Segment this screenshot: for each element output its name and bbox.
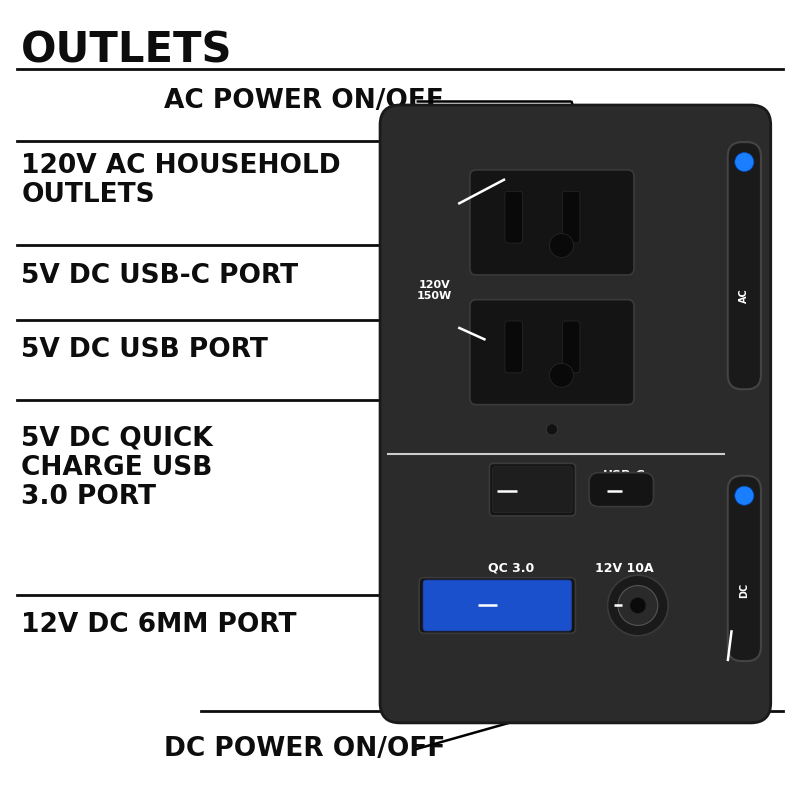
- Text: QC 3.0: QC 3.0: [488, 562, 534, 575]
- FancyBboxPatch shape: [423, 580, 571, 631]
- FancyBboxPatch shape: [505, 191, 522, 243]
- FancyBboxPatch shape: [493, 466, 572, 513]
- Circle shape: [550, 363, 574, 387]
- FancyBboxPatch shape: [470, 170, 634, 275]
- Text: DC: DC: [739, 583, 750, 598]
- Text: DC POWER ON/OFF: DC POWER ON/OFF: [164, 736, 445, 762]
- Circle shape: [546, 424, 558, 435]
- Text: 12V DC 6MM PORT: 12V DC 6MM PORT: [22, 612, 297, 638]
- Circle shape: [630, 598, 646, 614]
- FancyBboxPatch shape: [728, 476, 761, 661]
- Text: AC POWER ON/OFF: AC POWER ON/OFF: [164, 88, 444, 114]
- Text: 5V DC USB PORT: 5V DC USB PORT: [22, 337, 268, 362]
- Text: 120V AC HOUSEHOLD
OUTLETS: 120V AC HOUSEHOLD OUTLETS: [22, 154, 341, 208]
- FancyBboxPatch shape: [380, 105, 770, 723]
- Circle shape: [734, 153, 754, 171]
- Text: 5V DC QUICK
CHARGE USB
3.0 PORT: 5V DC QUICK CHARGE USB 3.0 PORT: [22, 426, 213, 510]
- Text: 5V DC USB-C PORT: 5V DC USB-C PORT: [22, 263, 298, 290]
- FancyBboxPatch shape: [490, 463, 575, 516]
- FancyBboxPatch shape: [562, 321, 580, 373]
- FancyBboxPatch shape: [589, 473, 654, 506]
- Circle shape: [618, 586, 658, 626]
- Text: USB: USB: [497, 470, 525, 482]
- FancyBboxPatch shape: [728, 142, 761, 390]
- FancyBboxPatch shape: [562, 191, 580, 243]
- Text: USB-C: USB-C: [603, 470, 646, 482]
- Circle shape: [550, 234, 574, 258]
- FancyBboxPatch shape: [505, 321, 522, 373]
- FancyBboxPatch shape: [470, 300, 634, 405]
- Circle shape: [734, 486, 754, 506]
- FancyBboxPatch shape: [419, 578, 575, 634]
- Circle shape: [607, 575, 668, 636]
- Text: 120V
150W: 120V 150W: [417, 279, 452, 301]
- Text: AC: AC: [739, 288, 750, 302]
- Text: OUTLETS: OUTLETS: [22, 30, 233, 71]
- Text: 12V 10A: 12V 10A: [595, 562, 654, 575]
